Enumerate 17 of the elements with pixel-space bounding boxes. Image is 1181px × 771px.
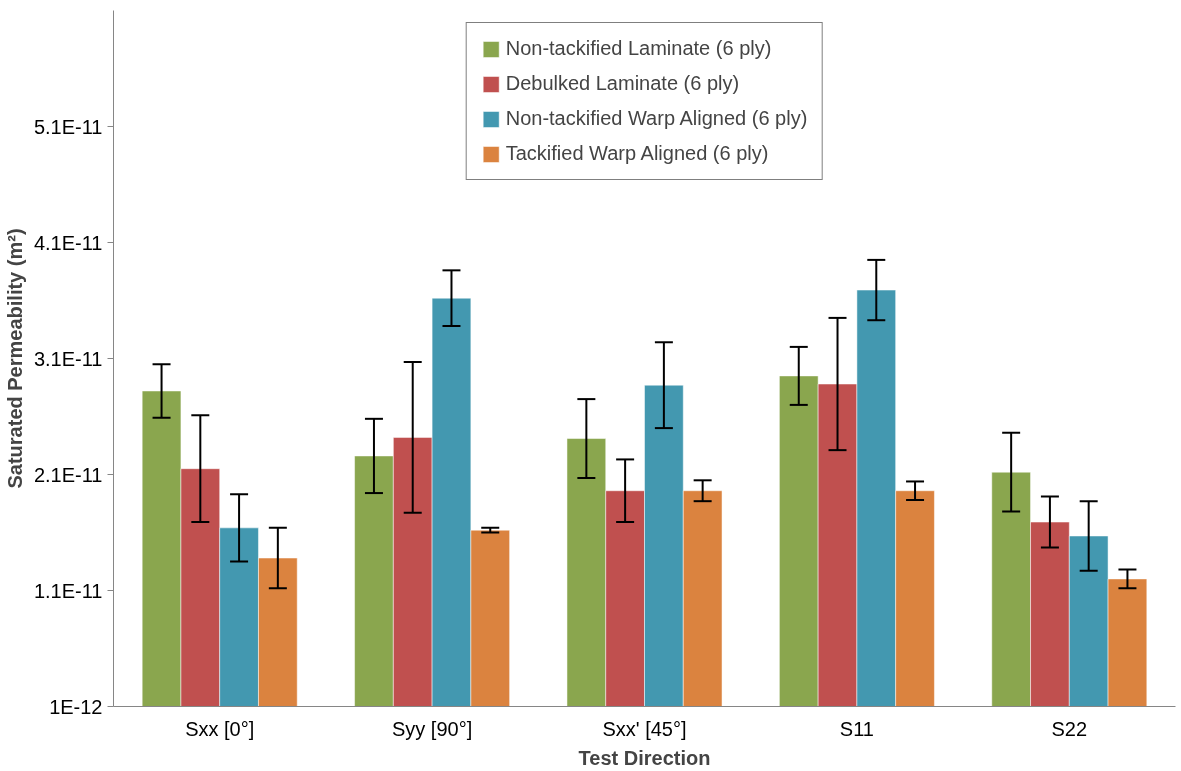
y-tick-label: 2.1E-11 xyxy=(33,463,103,486)
x-axis-title: Test Direction xyxy=(578,746,711,769)
x-tick-label: Sxx' [45°] xyxy=(602,717,687,740)
x-tick-label: S22 xyxy=(1051,717,1088,740)
legend-label: Non-tackified Laminate (6 ply) xyxy=(505,37,772,60)
y-tick-label: 3.1E-11 xyxy=(33,347,103,370)
legend-label: Non-tackified Warp Aligned (6 ply) xyxy=(505,107,808,130)
legend-label: Tackified Warp Aligned (6 ply) xyxy=(505,142,769,165)
y-tick-label: 5.1E-11 xyxy=(33,115,103,138)
x-tick-label: Syy [90°] xyxy=(391,717,473,740)
legend-label: Debulked Laminate (6 ply) xyxy=(505,72,740,95)
x-tick-label: Sxx [0°] xyxy=(185,717,255,740)
y-tick-label: 1.1E-11 xyxy=(33,579,103,602)
y-tick-label: 1E-12 xyxy=(49,695,103,718)
x-tick-label: S11 xyxy=(839,717,874,740)
y-tick-label: 4.1E-11 xyxy=(33,231,103,254)
y-axis-title: Saturated Permeability (m²) xyxy=(3,228,26,489)
